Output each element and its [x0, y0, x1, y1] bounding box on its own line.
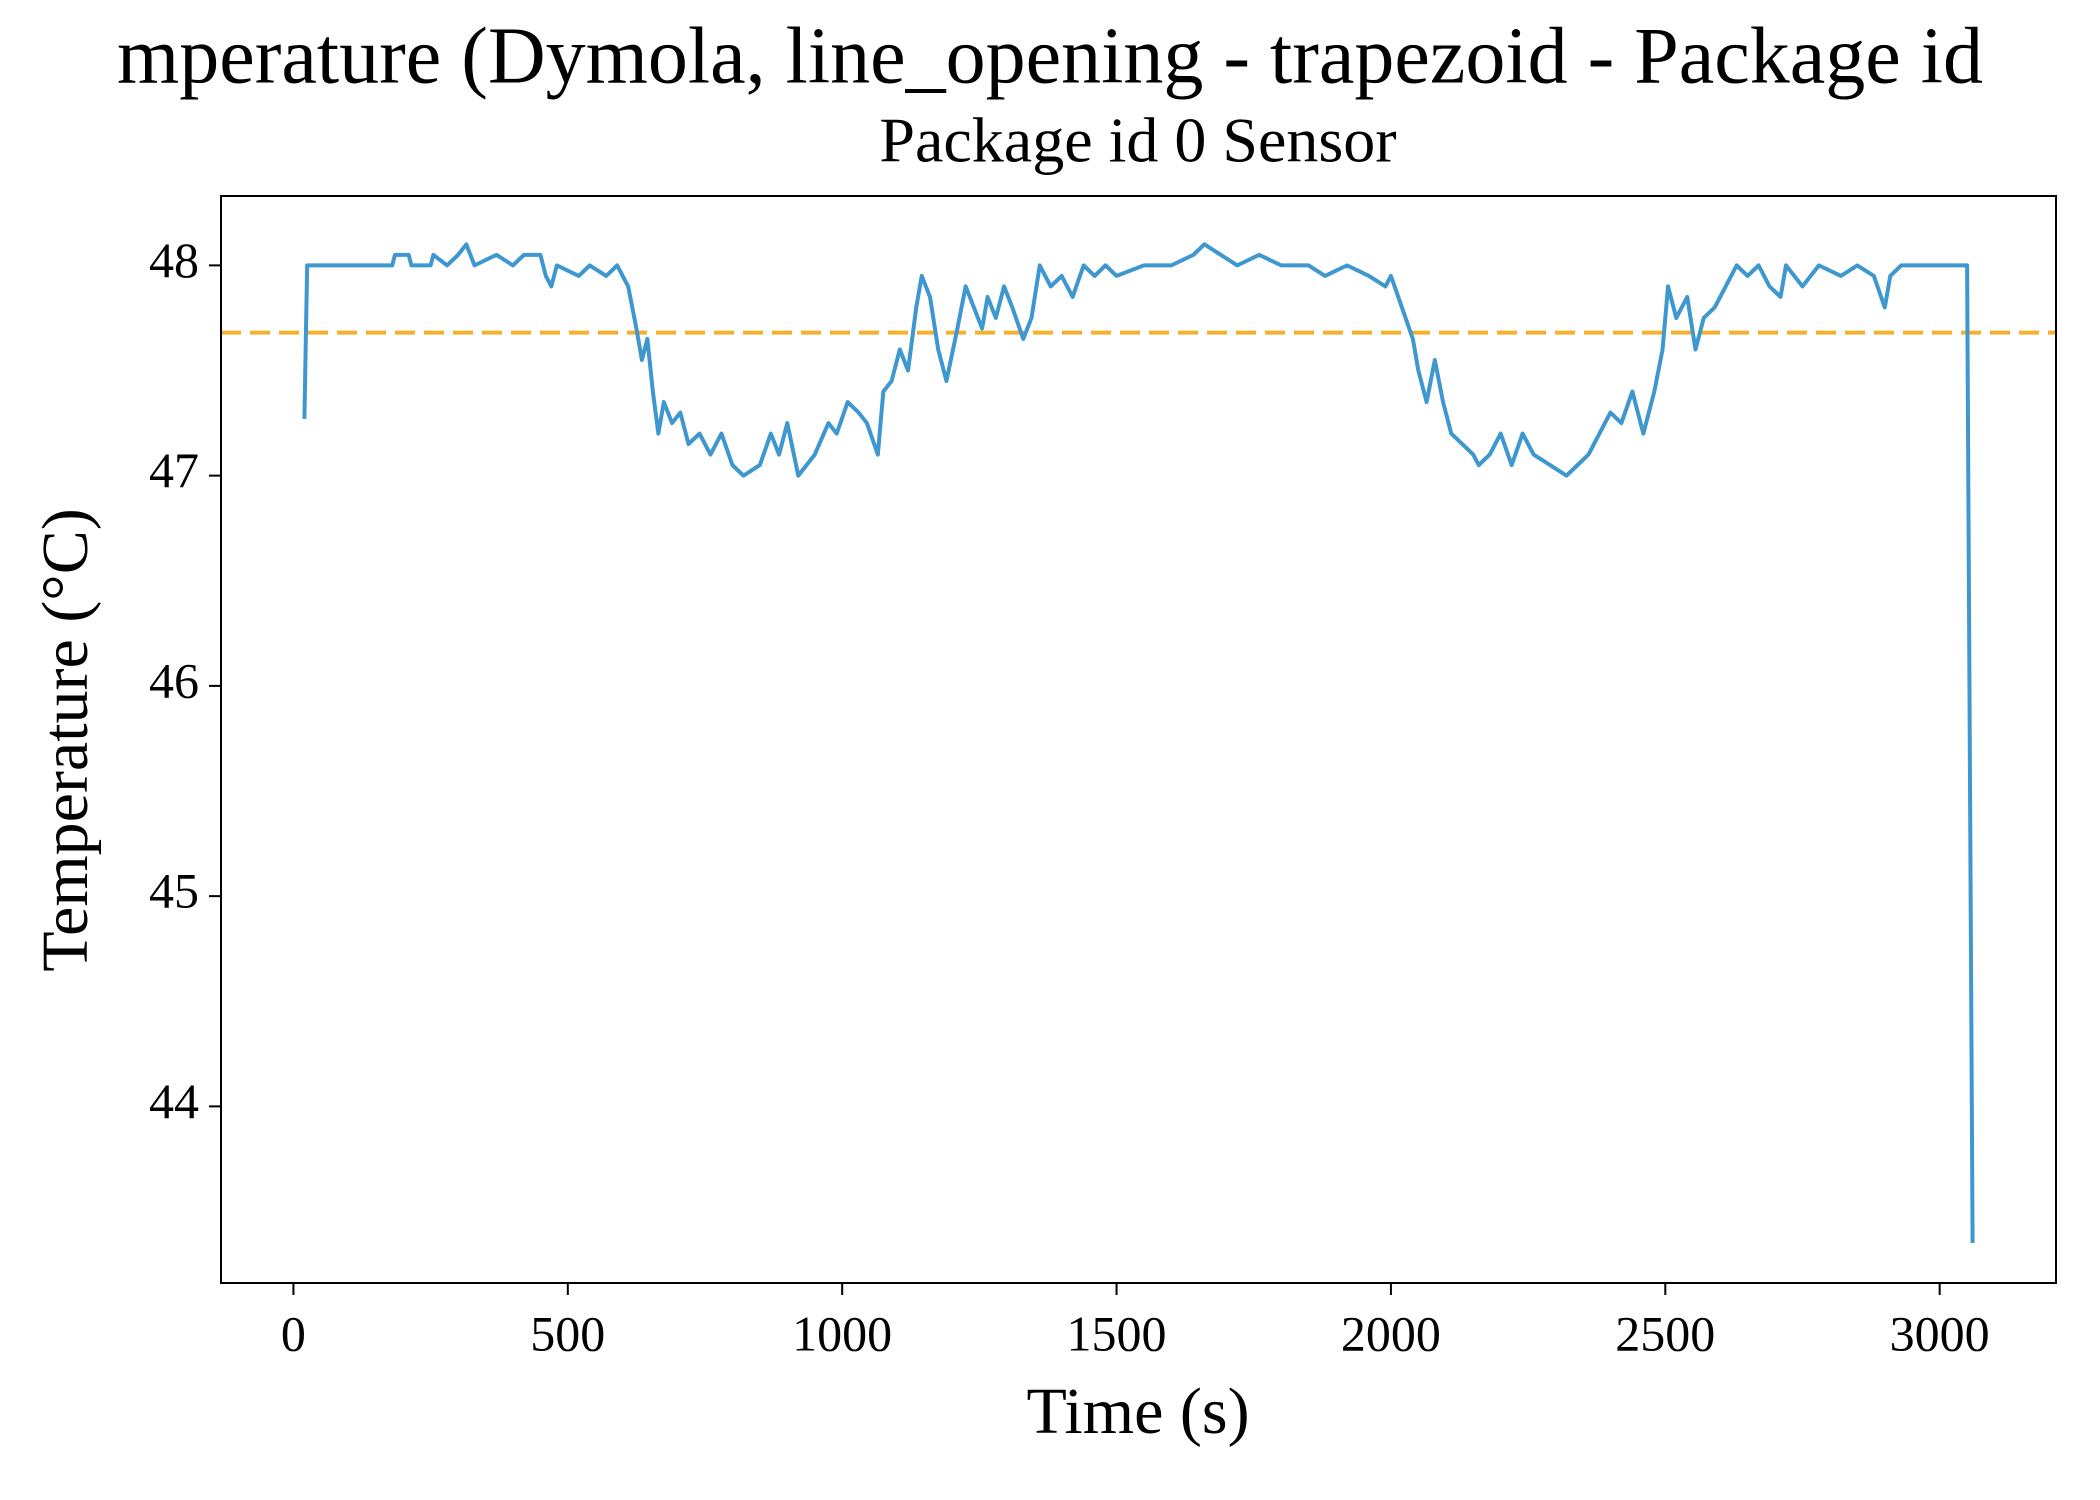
- x-tick-label: 1500: [1067, 1305, 1167, 1361]
- y-axis-label: Temperature (°C): [29, 508, 102, 971]
- y-tick-label: 46: [149, 652, 199, 708]
- x-tick-label: 500: [530, 1305, 605, 1361]
- x-axis-label: Time (s): [1026, 1375, 1249, 1448]
- y-tick-label: 48: [149, 232, 199, 288]
- x-tick-label: 2500: [1615, 1305, 1715, 1361]
- x-tick-label: 3000: [1890, 1305, 1990, 1361]
- data-line: [302, 242, 1975, 1244]
- x-tick-label: 1000: [792, 1305, 892, 1361]
- y-tick-label: 45: [149, 863, 199, 919]
- x-tick-label: 2000: [1341, 1305, 1441, 1361]
- chart-subtitle: Package id 0 Sensor: [879, 105, 1396, 176]
- y-tick-label: 47: [149, 442, 199, 498]
- chart-title: mperature (Dymola, line_opening - trapez…: [117, 12, 1983, 100]
- plot-frame: [220, 195, 2057, 1284]
- x-tick-label: 0: [281, 1305, 306, 1361]
- y-tick-label: 44: [149, 1073, 199, 1129]
